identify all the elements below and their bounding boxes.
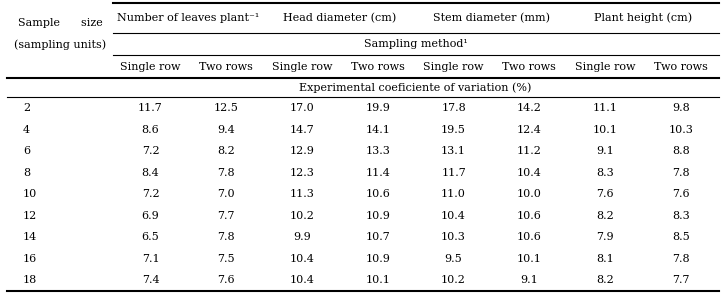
Text: 19.9: 19.9 <box>365 103 390 113</box>
Text: Single row: Single row <box>423 61 484 71</box>
Text: 12.5: 12.5 <box>213 103 239 113</box>
Text: Single row: Single row <box>272 61 333 71</box>
Text: 16: 16 <box>23 254 37 264</box>
Text: 10.1: 10.1 <box>517 254 542 264</box>
Text: 8.5: 8.5 <box>672 232 690 242</box>
Text: 7.9: 7.9 <box>596 232 614 242</box>
Text: 10.6: 10.6 <box>517 211 542 221</box>
Text: 11.2: 11.2 <box>517 146 542 156</box>
Text: 9.1: 9.1 <box>596 146 614 156</box>
Text: 8.8: 8.8 <box>672 146 690 156</box>
Text: 10.9: 10.9 <box>365 211 390 221</box>
Text: 8.2: 8.2 <box>596 211 614 221</box>
Text: 8.4: 8.4 <box>142 168 159 178</box>
Text: 10.4: 10.4 <box>290 275 314 285</box>
Text: 12: 12 <box>23 211 37 221</box>
Text: 10.4: 10.4 <box>290 254 314 264</box>
Text: 10.6: 10.6 <box>365 189 390 199</box>
Text: 18: 18 <box>23 275 37 285</box>
Text: 19.5: 19.5 <box>441 125 466 135</box>
Text: Two rows: Two rows <box>351 61 404 71</box>
Text: Number of leaves plant⁻¹: Number of leaves plant⁻¹ <box>117 13 259 23</box>
Text: 10.7: 10.7 <box>365 232 390 242</box>
Text: (sampling units): (sampling units) <box>14 40 106 50</box>
Text: 9.5: 9.5 <box>444 254 462 264</box>
Text: 7.5: 7.5 <box>217 254 235 264</box>
Text: Two rows: Two rows <box>502 61 556 71</box>
Text: Experimental coeficiente of variation (%): Experimental coeficiente of variation (%… <box>299 82 532 93</box>
Text: 6.5: 6.5 <box>142 232 159 242</box>
Text: 10: 10 <box>23 189 37 199</box>
Text: 7.2: 7.2 <box>142 146 159 156</box>
Text: 7.6: 7.6 <box>672 189 690 199</box>
Text: 7.6: 7.6 <box>596 189 614 199</box>
Text: 9.8: 9.8 <box>672 103 690 113</box>
Text: 8.3: 8.3 <box>672 211 690 221</box>
Text: 10.4: 10.4 <box>517 168 542 178</box>
Text: 8.3: 8.3 <box>596 168 614 178</box>
Text: 2: 2 <box>23 103 30 113</box>
Text: 7.8: 7.8 <box>672 168 690 178</box>
Text: 14.7: 14.7 <box>290 125 314 135</box>
Text: 17.8: 17.8 <box>441 103 466 113</box>
Text: 14.2: 14.2 <box>517 103 542 113</box>
Text: 10.0: 10.0 <box>517 189 542 199</box>
Text: 17.0: 17.0 <box>290 103 314 113</box>
Text: 10.2: 10.2 <box>441 275 466 285</box>
Text: 6: 6 <box>23 146 30 156</box>
Text: Single row: Single row <box>575 61 635 71</box>
Text: 12.9: 12.9 <box>290 146 314 156</box>
Text: 14.1: 14.1 <box>365 125 390 135</box>
Text: 7.7: 7.7 <box>672 275 690 285</box>
Text: Head diameter (cm): Head diameter (cm) <box>283 13 396 23</box>
Text: Plant height (cm): Plant height (cm) <box>594 13 692 23</box>
Text: 10.3: 10.3 <box>441 232 466 242</box>
Text: Two rows: Two rows <box>654 61 708 71</box>
Text: 7.8: 7.8 <box>217 168 235 178</box>
Text: 13.3: 13.3 <box>365 146 390 156</box>
Text: 7.8: 7.8 <box>672 254 690 264</box>
Text: Single row: Single row <box>121 61 181 71</box>
Text: 9.4: 9.4 <box>217 125 235 135</box>
Text: 7.4: 7.4 <box>142 275 159 285</box>
Text: 6.9: 6.9 <box>142 211 159 221</box>
Text: 8.6: 8.6 <box>142 125 159 135</box>
Text: 11.3: 11.3 <box>290 189 314 199</box>
Text: 9.9: 9.9 <box>293 232 311 242</box>
Text: 10.4: 10.4 <box>441 211 466 221</box>
Text: 8.2: 8.2 <box>596 275 614 285</box>
Text: 7.1: 7.1 <box>142 254 159 264</box>
Text: 7.0: 7.0 <box>217 189 235 199</box>
Text: 12.3: 12.3 <box>290 168 314 178</box>
Text: Stem diameter (mm): Stem diameter (mm) <box>433 13 550 23</box>
Text: 14: 14 <box>23 232 37 242</box>
Text: 11.0: 11.0 <box>441 189 466 199</box>
Text: 8.1: 8.1 <box>596 254 614 264</box>
Text: 11.1: 11.1 <box>592 103 618 113</box>
Text: 7.6: 7.6 <box>217 275 235 285</box>
Text: 13.1: 13.1 <box>441 146 466 156</box>
Text: 10.9: 10.9 <box>365 254 390 264</box>
Text: 9.1: 9.1 <box>521 275 538 285</box>
Text: 11.7: 11.7 <box>138 103 163 113</box>
Text: 4: 4 <box>23 125 30 135</box>
Text: 10.2: 10.2 <box>290 211 314 221</box>
Text: Sample      size: Sample size <box>17 19 102 29</box>
Text: 10.3: 10.3 <box>669 125 693 135</box>
Text: Two rows: Two rows <box>199 61 253 71</box>
Text: 11.7: 11.7 <box>441 168 466 178</box>
Text: 10.1: 10.1 <box>592 125 618 135</box>
Text: 8.2: 8.2 <box>217 146 235 156</box>
Text: 7.2: 7.2 <box>142 189 159 199</box>
Text: 11.4: 11.4 <box>365 168 390 178</box>
Text: 10.1: 10.1 <box>365 275 390 285</box>
Text: 10.6: 10.6 <box>517 232 542 242</box>
Text: 8: 8 <box>23 168 30 178</box>
Text: 7.8: 7.8 <box>217 232 235 242</box>
Text: 12.4: 12.4 <box>517 125 542 135</box>
Text: 7.7: 7.7 <box>218 211 235 221</box>
Text: Sampling method¹: Sampling method¹ <box>364 39 468 49</box>
